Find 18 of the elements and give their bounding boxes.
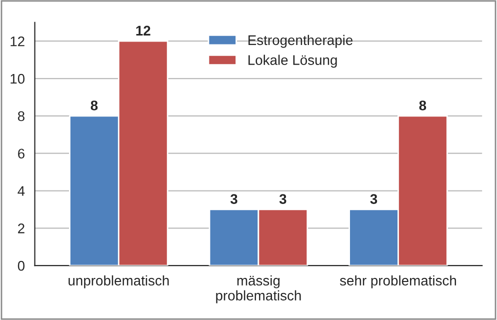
data-label: 3 <box>230 194 238 204</box>
x-tick-label: unproblematisch <box>68 275 169 288</box>
legend-label: Lokale Lösung <box>248 54 337 68</box>
y-tick-label: 8 <box>18 111 24 122</box>
data-label: 8 <box>90 100 98 110</box>
y-tick-label: 2 <box>18 224 24 234</box>
y-tick-label: 0 <box>18 260 25 271</box>
x-tick-label: mässig problematisch <box>216 275 301 304</box>
data-label: 3 <box>279 194 286 204</box>
data-label: 3 <box>370 194 378 204</box>
legend-label: Estrogentherapie <box>248 34 353 48</box>
x-tick-label: sehr problematisch <box>340 275 456 288</box>
data-label: 8 <box>419 100 426 110</box>
y-tick-label: 6 <box>18 148 24 159</box>
data-label: 12 <box>136 26 150 36</box>
y-tick-label: 12 <box>10 36 24 46</box>
y-tick-label: 10 <box>10 74 25 84</box>
y-tick-label: 4 <box>18 186 25 196</box>
